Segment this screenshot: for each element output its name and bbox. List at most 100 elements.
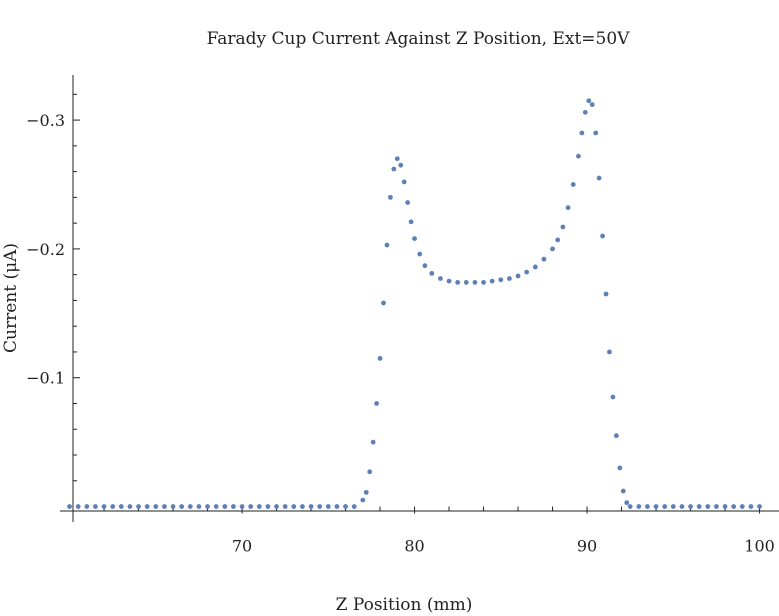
data-point	[613, 433, 619, 439]
x-axis-label: Z Position (mm)	[336, 595, 473, 615]
data-point	[291, 504, 297, 509]
y-tick-label: −0.1	[26, 369, 65, 388]
data-point	[351, 504, 357, 509]
data-point	[370, 439, 376, 445]
data-point	[696, 504, 702, 509]
data-point	[274, 504, 279, 509]
data-point	[722, 504, 728, 509]
data-point	[603, 291, 609, 297]
data-point	[705, 504, 711, 509]
data-point	[388, 194, 393, 200]
data-point	[688, 504, 693, 509]
data-point	[739, 504, 745, 509]
x-tick-label: 80	[404, 537, 424, 556]
data-point	[653, 504, 659, 509]
data-point	[205, 504, 210, 509]
data-point	[662, 504, 668, 509]
data-point	[731, 504, 737, 509]
data-point	[438, 276, 443, 281]
data-point	[610, 394, 616, 400]
data-point	[153, 504, 159, 509]
data-point	[748, 504, 754, 509]
data-point	[446, 278, 452, 284]
data-point	[507, 276, 512, 281]
data-point	[317, 504, 323, 509]
data-point	[136, 504, 141, 509]
data-point	[627, 504, 633, 509]
data-point	[757, 504, 762, 509]
data-point	[75, 504, 81, 509]
x-tick-label: 100	[744, 537, 775, 556]
data-point	[570, 182, 576, 187]
y-axis-label: Current (μA)	[1, 243, 21, 353]
data-point	[67, 504, 72, 509]
data-point	[645, 504, 650, 509]
data-point	[367, 469, 373, 475]
data-point	[560, 224, 566, 230]
data-point	[408, 219, 414, 225]
data-point	[377, 356, 383, 361]
data-point	[101, 504, 107, 509]
data-point	[282, 504, 288, 509]
data-point	[624, 500, 630, 506]
data-point	[325, 504, 331, 509]
data-point	[589, 102, 595, 108]
data-point	[586, 98, 592, 104]
data-point	[308, 504, 314, 509]
data-point	[110, 504, 116, 509]
data-point	[429, 270, 435, 276]
data-point	[593, 130, 599, 136]
data-point	[343, 504, 348, 509]
axis-ticks: 70 80 90 100 −0.3 −0.2 −0.1	[26, 93, 775, 556]
data-point	[265, 504, 271, 509]
data-point	[398, 162, 404, 168]
y-tick-label: −0.3	[26, 111, 65, 130]
data-point	[84, 504, 90, 509]
data-point	[231, 504, 236, 509]
data-point	[498, 277, 504, 283]
data-point	[118, 504, 124, 509]
data-point	[596, 175, 602, 181]
data-point	[455, 279, 461, 285]
data-point	[670, 504, 676, 509]
data-point	[472, 279, 478, 285]
data-point	[239, 504, 245, 509]
data-point	[582, 109, 588, 115]
data-point	[394, 156, 400, 162]
data-point	[213, 504, 219, 509]
data-point	[179, 504, 185, 509]
data-point	[541, 256, 547, 262]
data-point	[524, 269, 530, 275]
data-point	[679, 504, 685, 509]
data-point	[412, 236, 417, 241]
data-point	[550, 246, 555, 252]
data-point	[515, 273, 521, 279]
x-tick-label: 70	[232, 537, 252, 556]
data-point	[196, 504, 202, 509]
data-point	[93, 504, 98, 509]
chart-title: Farady Cup Current Against Z Position, E…	[207, 29, 631, 49]
data-point	[576, 153, 581, 159]
data-point	[579, 130, 585, 136]
data-point	[127, 504, 133, 509]
data-point	[401, 179, 407, 185]
data-point	[600, 233, 605, 239]
data-point	[481, 279, 486, 285]
data-point	[187, 504, 193, 509]
data-point	[374, 401, 379, 406]
data-point	[144, 504, 150, 509]
data-point	[555, 237, 561, 243]
data-point	[463, 279, 469, 285]
data-point	[617, 465, 623, 471]
data-point	[489, 278, 495, 284]
data-point	[607, 349, 612, 355]
data-point	[360, 497, 366, 503]
data-point	[170, 504, 176, 509]
data-point	[381, 300, 386, 306]
data-point	[714, 504, 719, 509]
data-point	[256, 504, 262, 509]
data-point	[620, 488, 626, 494]
data-point	[334, 504, 340, 509]
data-point	[384, 242, 390, 248]
